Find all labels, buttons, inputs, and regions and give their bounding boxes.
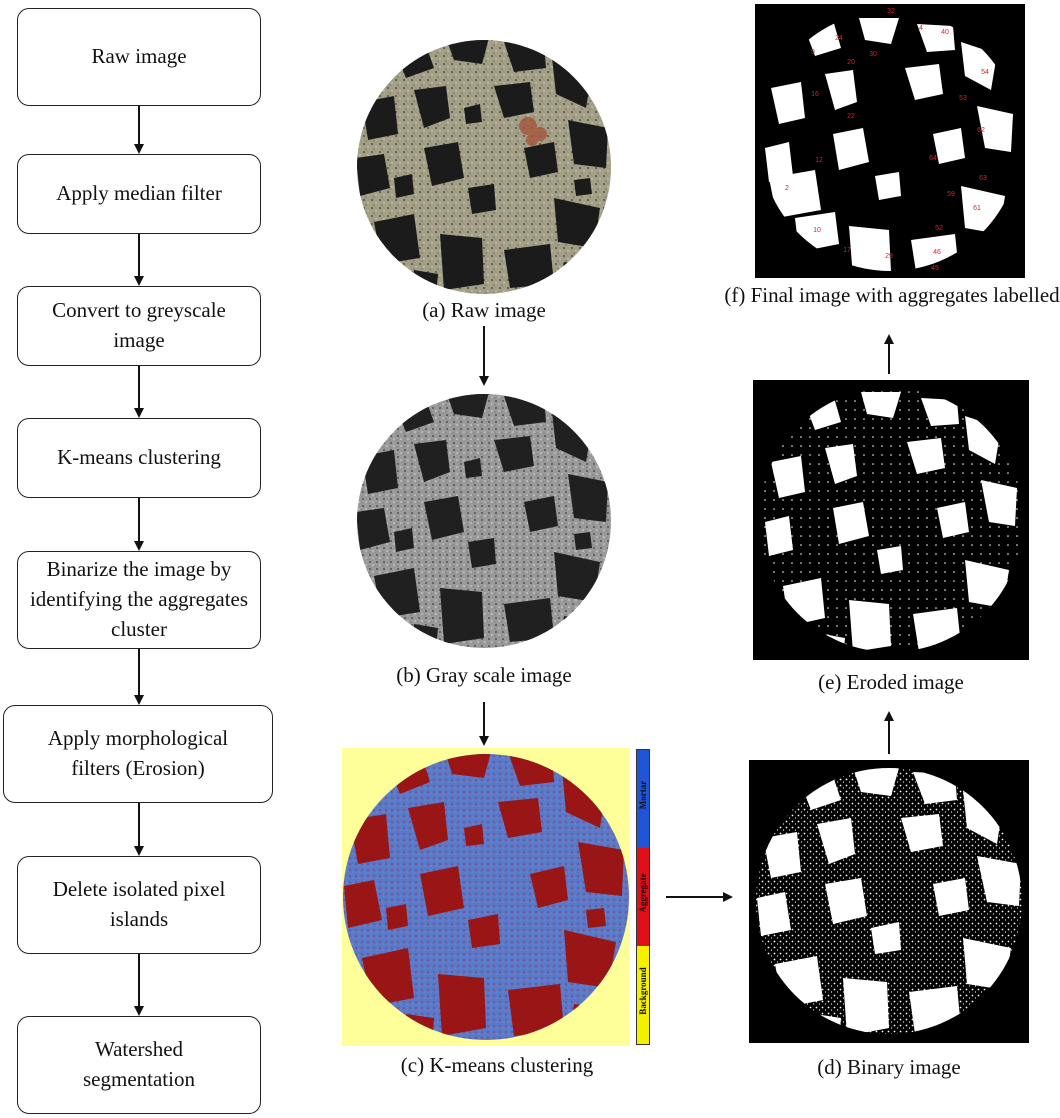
label: 62	[977, 127, 985, 134]
caption-b: (b) Gray scale image	[396, 663, 572, 687]
step-binarize: Binarize the image by identifying the ag…	[17, 551, 261, 649]
caption-d: (d) Binary image	[817, 1055, 961, 1079]
step-raw-image: Raw image	[17, 8, 261, 106]
label: 12	[815, 157, 823, 164]
label: 17	[843, 247, 851, 254]
label: 59	[947, 191, 955, 198]
label: 53	[959, 95, 967, 102]
label: 40	[941, 29, 949, 36]
step-label: Delete isolated pixel islands	[52, 877, 226, 931]
step-label: Convert to greyscale image	[52, 298, 226, 352]
legend-aggregate: Aggregate	[638, 873, 648, 913]
step-greyscale: Convert to greyscale image	[17, 286, 261, 366]
label: 16	[811, 91, 819, 98]
step-label: K-means clustering	[57, 445, 221, 470]
label: 54	[981, 69, 989, 76]
label: 24	[835, 35, 843, 42]
step-label: Raw image	[91, 44, 187, 69]
label: 45	[931, 265, 939, 272]
caption-a: (a) Raw image	[422, 298, 546, 322]
step-label: Binarize the image by identifying the ag…	[29, 557, 249, 641]
raw-image	[357, 40, 611, 294]
step-label: Apply morphological filters (Erosion)	[47, 726, 229, 780]
label: 52	[935, 225, 943, 232]
step-kmeans: K-means clustering	[17, 418, 261, 498]
cluster-legend	[636, 749, 650, 1045]
label: 64	[929, 155, 937, 162]
step-morphological: Apply morphological filters (Erosion)	[3, 705, 273, 803]
label: 63	[979, 175, 987, 182]
step-watershed: Watershed segmentation	[17, 1016, 261, 1114]
label: 10	[813, 227, 821, 234]
eroded-image	[753, 380, 1029, 660]
grayscale-image	[357, 394, 611, 648]
label: 4	[919, 25, 923, 32]
caption-f: (f) Final image with aggregates labelled	[724, 283, 1060, 307]
label: 61	[973, 205, 981, 212]
label: 20	[847, 59, 855, 66]
step-delete-islands: Delete isolated pixel islands	[17, 856, 261, 954]
legend-mortar: Mortar	[638, 780, 648, 810]
label: 30	[869, 51, 877, 58]
label: 22	[847, 113, 855, 120]
label: 46	[933, 249, 941, 256]
legend-background: Background	[638, 967, 648, 1015]
step-label: Apply median filter	[56, 181, 222, 206]
label: 2	[785, 185, 789, 192]
step-label: Watershed segmentation	[83, 1037, 195, 1091]
label: 32	[887, 8, 895, 15]
caption-c: (c) K-means clustering	[400, 1053, 594, 1077]
binary-image	[749, 760, 1029, 1043]
step-median-filter: Apply median filter	[17, 154, 261, 234]
label: 9	[811, 49, 815, 56]
caption-e: (e) Eroded image	[818, 670, 964, 694]
label: 29	[885, 253, 893, 260]
final-labelled-image: 32 24 9 20 30 4 40 54 16 53 22 62 12 64 …	[755, 4, 1025, 278]
kmeans-image	[342, 748, 630, 1046]
